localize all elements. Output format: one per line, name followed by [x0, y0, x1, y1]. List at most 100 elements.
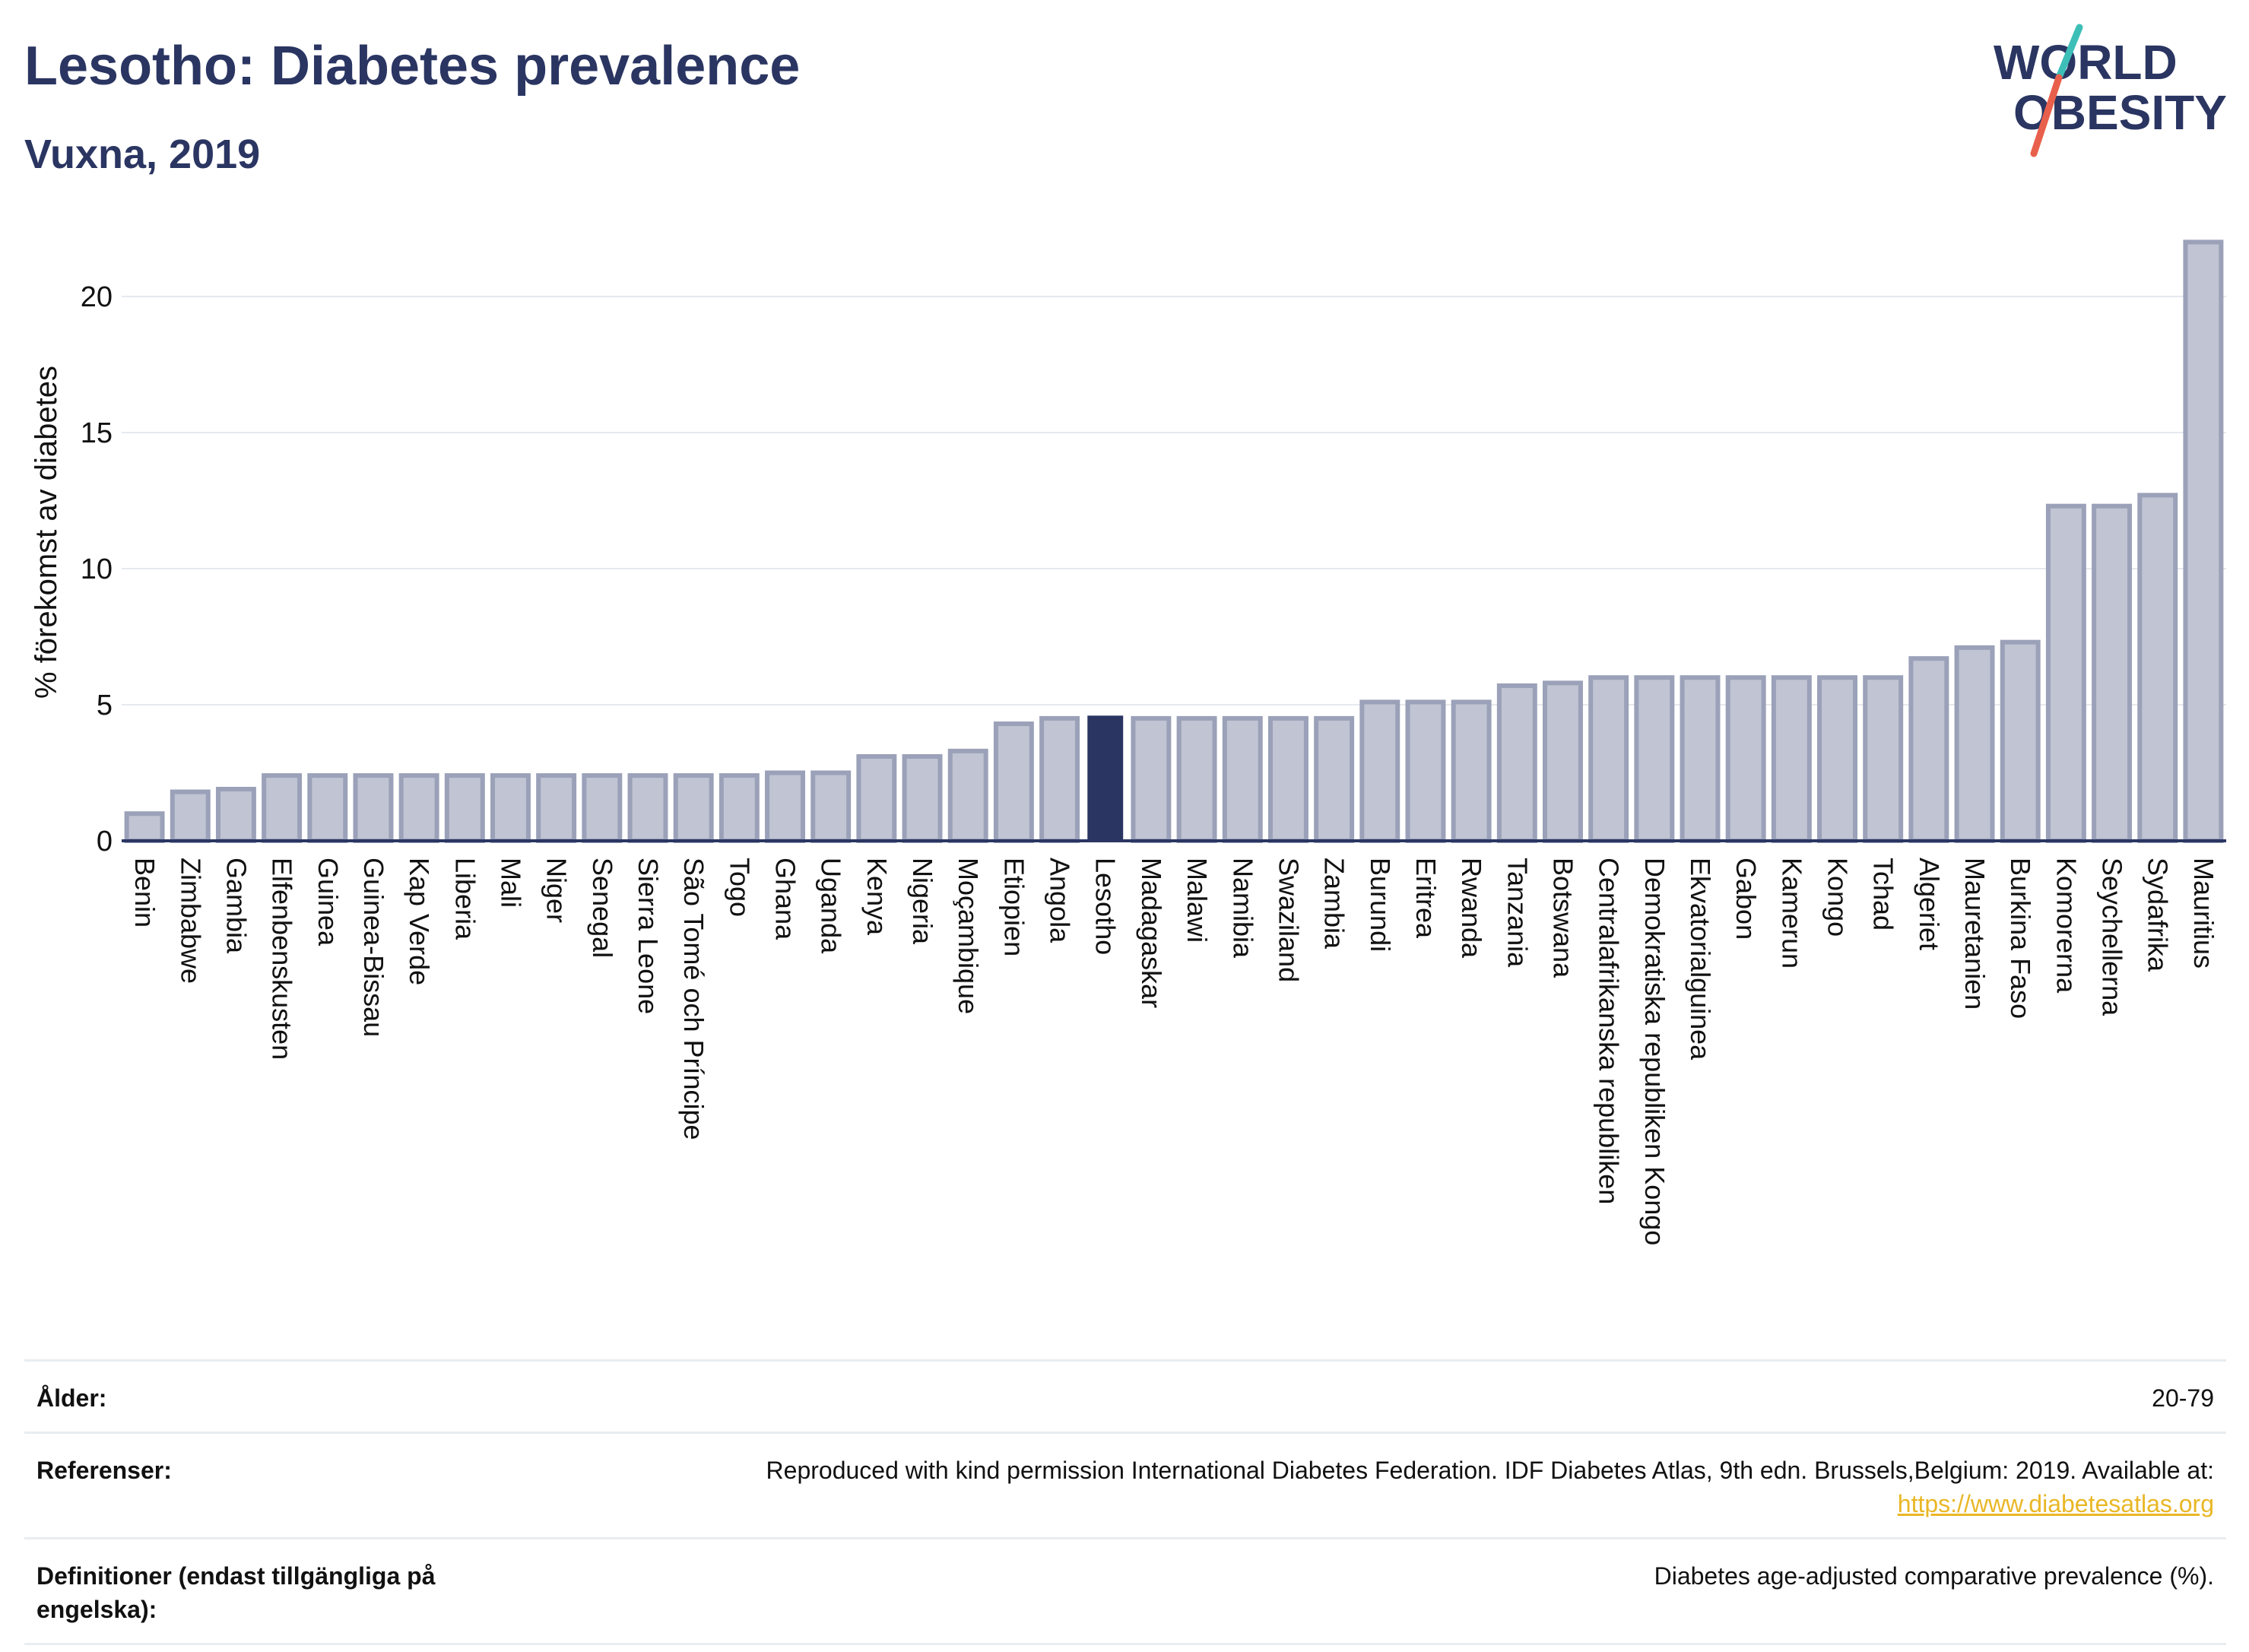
age-label: Ålder:	[36, 1384, 107, 1412]
bar	[1725, 675, 1766, 844]
x-tick-label: Niger	[541, 858, 573, 923]
bar	[1817, 675, 1857, 844]
bar	[124, 811, 165, 843]
bar	[1222, 715, 1263, 844]
bar	[490, 773, 531, 844]
x-tick-label: Eritrea	[1410, 858, 1442, 939]
definitions-value: Diabetes age-adjusted comparative preval…	[1654, 1562, 2214, 1590]
logo-text-world: WORLD	[1994, 35, 2178, 90]
chart-subtitle: Vuxna, 2019	[24, 132, 261, 177]
x-tick-label: Ekvatorialguinea	[1685, 858, 1716, 1061]
y-tick-label: 5	[97, 690, 113, 721]
y-tick-label: 0	[97, 826, 113, 858]
x-tick-label: Togo	[724, 858, 755, 917]
bar	[765, 770, 805, 843]
bar	[170, 789, 211, 844]
y-tick-label: 15	[81, 417, 113, 449]
bar	[1405, 699, 1446, 843]
x-tick-label: Sierra Leone	[633, 858, 664, 1014]
x-tick-label: Guinea	[312, 858, 344, 946]
x-tick-label: Etiopien	[998, 858, 1029, 956]
bar	[582, 773, 623, 844]
references-link[interactable]: https://www.diabetesatlas.org	[1897, 1490, 2214, 1517]
chart-title: Lesotho: Diabetes prevalence	[24, 36, 801, 97]
y-tick-label: 10	[81, 553, 113, 585]
x-tick-label: Nigeria	[907, 858, 938, 945]
bar	[2137, 493, 2178, 844]
x-tick-label: Burundi	[1365, 858, 1396, 952]
x-tick-label: Uganda	[816, 858, 847, 954]
x-tick-label: Tanzania	[1502, 858, 1533, 968]
info-row-definitions: Definitioner (endast tillgängliga på eng…	[24, 1537, 2226, 1645]
bar	[536, 773, 577, 844]
bar	[1588, 675, 1629, 844]
bar	[1267, 715, 1308, 844]
bar	[1496, 683, 1537, 843]
info-row-age: Ålder: 20-79	[24, 1359, 2226, 1432]
bar	[947, 748, 988, 843]
x-tick-label: Madagaskar	[1136, 858, 1167, 1008]
bar	[810, 770, 852, 843]
info-table: Ålder: 20-79 Referenser: Reproduced with…	[24, 1359, 2226, 1645]
x-tick-label: Sydafrika	[2143, 858, 2174, 972]
bar	[1359, 699, 1400, 843]
bars	[124, 239, 2224, 844]
x-tick-label: Kenya	[861, 858, 893, 936]
bar	[307, 773, 348, 844]
bar	[353, 773, 394, 844]
bar-highlight	[1087, 715, 1124, 841]
x-tick-label: Mali	[495, 858, 526, 908]
y-axis-ticks: 0 5 10 15 20	[81, 281, 113, 858]
bar	[1771, 675, 1812, 844]
x-tick-label: Malawi	[1182, 858, 1213, 943]
x-tick-label: Zimbabwe	[175, 858, 206, 984]
x-tick-label: Mauretanien	[1959, 858, 1990, 1010]
gridlines	[122, 296, 2226, 706]
bar	[1863, 675, 1904, 844]
bar	[1451, 699, 1492, 843]
x-tick-label: Seychellerna	[2097, 858, 2128, 1016]
y-axis-label: % förekomst av diabetes	[30, 366, 63, 699]
y-tick-label: 20	[81, 281, 113, 313]
x-tick-label: Algeriet	[1914, 858, 1945, 950]
x-tick-label: Tchad	[1868, 858, 1899, 931]
age-value: 20-79	[2152, 1384, 2214, 1412]
x-tick-label: Moçambique	[953, 858, 984, 1014]
x-tick-label: Kamerun	[1776, 858, 1807, 969]
x-tick-label: Burkina Faso	[2005, 858, 2036, 1019]
x-tick-label: Namibia	[1227, 858, 1258, 959]
bar	[1176, 715, 1217, 844]
references-label: Referenser:	[36, 1457, 172, 1484]
bar	[2000, 639, 2041, 843]
bar	[1314, 715, 1355, 844]
bar	[215, 786, 256, 843]
bar	[673, 773, 714, 844]
references-value: Reproduced with kind permission Internat…	[766, 1454, 2214, 1520]
bar	[1954, 645, 1995, 843]
bar	[1131, 715, 1172, 844]
bar	[993, 721, 1034, 843]
bar	[627, 773, 668, 844]
world-obesity-logo: WORLD OBESITY	[1994, 24, 2227, 157]
bar	[398, 773, 439, 844]
logo-slash-red	[2030, 74, 2063, 157]
x-tick-label: Angola	[1045, 858, 1076, 943]
x-tick-label: Lesotho	[1090, 858, 1121, 955]
x-tick-label: Swaziland	[1273, 858, 1304, 982]
x-tick-label: Senegal	[587, 858, 618, 958]
bar	[2092, 503, 2133, 843]
bar	[2045, 503, 2086, 843]
x-tick-label: Benin	[129, 858, 160, 927]
x-tick-label: Kap Verde	[404, 858, 435, 985]
bar	[1039, 715, 1080, 844]
x-tick-label: Mauritius	[2188, 858, 2219, 969]
x-axis-labels: Benin Zimbabwe Gambia Elfenbenskusten Guinea…	[129, 858, 2219, 1245]
x-tick-label: Zambia	[1319, 858, 1350, 950]
bar-chart: 0 5 10 15 20 Benin Zimbabwe Gambia Elfenbenskus…	[30, 239, 2226, 1245]
x-tick-label: Botswana	[1547, 858, 1578, 978]
definitions-label: Definitioner (endast tillgängliga på eng…	[36, 1562, 436, 1623]
bar	[444, 773, 485, 844]
x-tick-label: Guinea-Bissau	[358, 858, 389, 1037]
x-tick-label: Demokratiska republiken Kongo	[1639, 858, 1670, 1245]
bar	[718, 773, 760, 844]
